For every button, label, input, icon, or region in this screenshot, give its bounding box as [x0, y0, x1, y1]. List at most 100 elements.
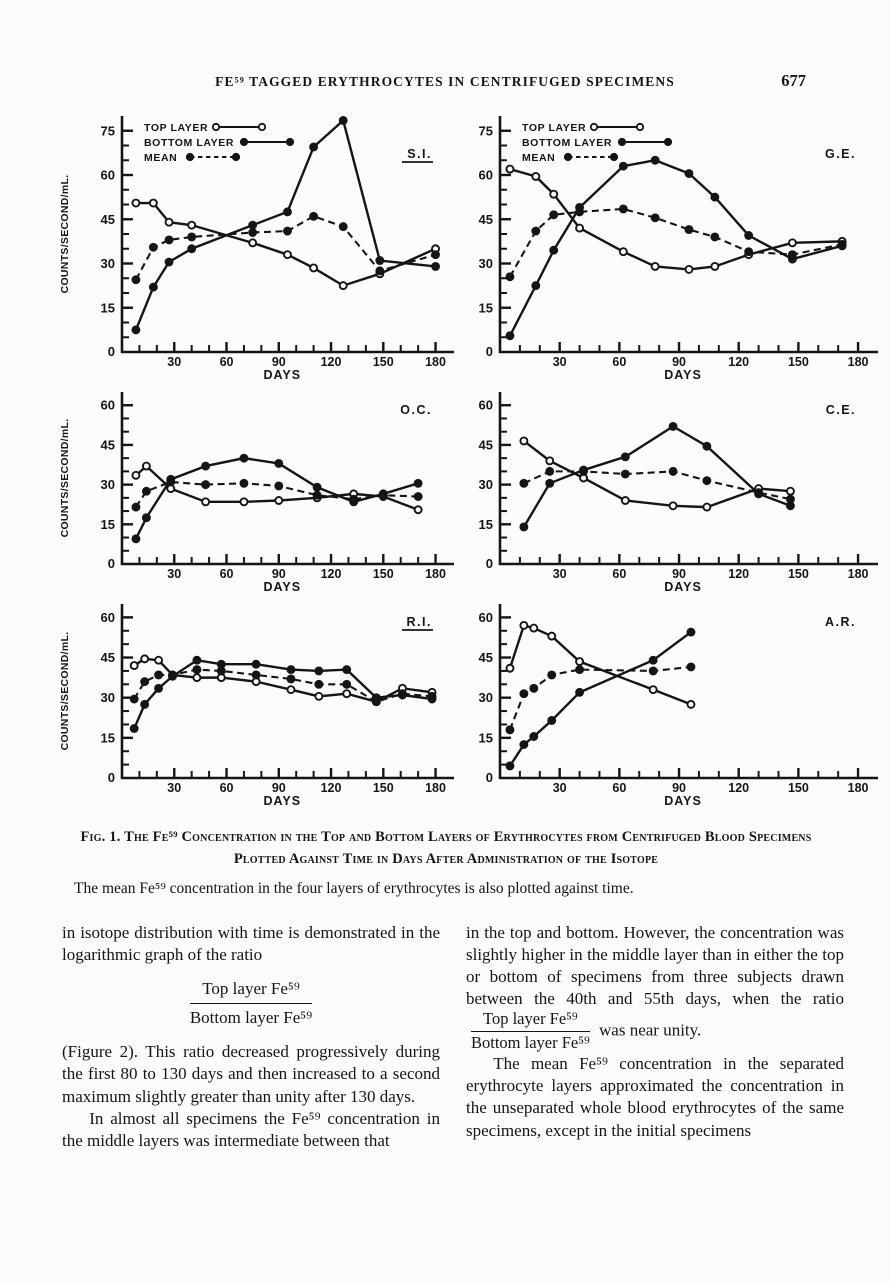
svg-text:120: 120 [728, 781, 749, 795]
paragraph: in isotope distribution with time is dem… [62, 922, 440, 965]
svg-text:30: 30 [101, 256, 115, 271]
paragraph-text: was near unity. [599, 1020, 702, 1040]
svg-text:30: 30 [553, 355, 567, 369]
chart-ce: 0 15 30 45 60 30 60 90 120 150 180 DAYS C.E. [460, 386, 884, 598]
panel-label: S.I. [407, 147, 432, 161]
svg-text:0: 0 [108, 344, 115, 359]
svg-text:0: 0 [486, 770, 493, 785]
svg-text:120: 120 [321, 355, 342, 369]
svg-text:60: 60 [220, 567, 234, 581]
series-bottom-layer [131, 115, 440, 335]
series-bottom-layer [505, 627, 696, 771]
svg-text:30: 30 [167, 781, 181, 795]
panel-label: G.E. [825, 147, 856, 161]
legend-label-mean: MEAN [144, 152, 177, 164]
svg-text:45: 45 [479, 650, 493, 665]
svg-text:0: 0 [108, 556, 115, 571]
panel-label: C.E. [826, 403, 856, 417]
legend-label-top-layer: TOP LAYER [522, 122, 586, 134]
series-top-layer [519, 436, 795, 512]
svg-text:60: 60 [101, 610, 115, 625]
svg-text:120: 120 [321, 567, 342, 581]
svg-text:60: 60 [612, 781, 626, 795]
svg-text:75: 75 [479, 123, 493, 138]
svg-text:60: 60 [101, 168, 115, 183]
chart-ri: 0 15 30 45 60 30 60 90 120 150 180 DAYS COUNTS/SECON… [56, 598, 460, 812]
chart-ce-canvas: 0 15 30 45 60 30 60 90 120 150 180 DAYS C.E. [479, 392, 878, 594]
body-text: in isotope distribution with time is dem… [62, 922, 844, 1152]
svg-text:120: 120 [728, 355, 749, 369]
svg-text:90: 90 [672, 567, 686, 581]
series-bottom-layer [129, 655, 437, 733]
chart-si-canvas: 0 15 30 45 60 75 30 60 90 120 150 180 DAYS COUNTS/SEC… [59, 115, 454, 382]
svg-text:COUNTS/SECOND/mL.: COUNTS/SECOND/mL. [59, 175, 71, 294]
svg-text:30: 30 [479, 256, 493, 271]
svg-text:30: 30 [479, 477, 493, 492]
chart-ge-canvas: 0 15 30 45 60 75 30 60 90 120 150 180 DAYS TOP LAYER B… [479, 116, 878, 382]
panel-label: O.C. [400, 403, 432, 417]
svg-text:75: 75 [101, 123, 115, 138]
series-bottom-layer [505, 155, 847, 341]
svg-text:30: 30 [167, 567, 181, 581]
fraction-denominator: Bottom layer Fe⁵⁹ [189, 1008, 313, 1028]
svg-text:90: 90 [272, 355, 286, 369]
svg-text:60: 60 [612, 567, 626, 581]
svg-text:15: 15 [479, 730, 493, 745]
series-top-layer [505, 620, 696, 709]
svg-text:180: 180 [848, 567, 869, 581]
svg-text:120: 120 [728, 567, 749, 581]
page-number: 677 [781, 71, 806, 90]
paragraph: In almost all specimens the Fe⁵⁹ concent… [62, 1108, 440, 1150]
svg-text:60: 60 [479, 610, 493, 625]
svg-text:150: 150 [788, 355, 809, 369]
series-mean [131, 211, 440, 285]
legend-label-mean: MEAN [522, 152, 555, 164]
svg-text:60: 60 [220, 355, 234, 369]
fraction-denominator: Bottom layer Fe⁵⁹ [471, 1033, 590, 1053]
svg-text:60: 60 [479, 398, 493, 413]
svg-text:45: 45 [101, 650, 115, 665]
svg-text:180: 180 [425, 781, 446, 795]
svg-text:60: 60 [479, 168, 493, 183]
svg-text:180: 180 [425, 355, 446, 369]
legend-label-top-layer: TOP LAYER [144, 122, 208, 134]
svg-text:COUNTS/SECOND/mL.: COUNTS/SECOND/mL. [59, 419, 71, 538]
svg-text:0: 0 [486, 556, 493, 571]
paragraph: (Figure 2). This ratio decreased progres… [62, 1042, 440, 1106]
svg-text:DAYS: DAYS [664, 794, 702, 808]
svg-text:150: 150 [788, 567, 809, 581]
chart-ge: 0 15 30 45 60 75 30 60 90 120 150 180 DAYS TOP LAYER B… [460, 110, 884, 386]
svg-text:30: 30 [479, 690, 493, 705]
svg-text:60: 60 [612, 355, 626, 369]
svg-text:45: 45 [101, 437, 115, 452]
ratio-fraction: Top layer Fe⁵⁹ Bottom layer Fe⁵⁹ [189, 978, 313, 1029]
svg-text:30: 30 [553, 567, 567, 581]
svg-text:30: 30 [101, 690, 115, 705]
svg-text:DAYS: DAYS [664, 580, 702, 594]
series-top-layer [129, 654, 437, 707]
svg-text:120: 120 [321, 781, 342, 795]
svg-text:DAYS: DAYS [664, 368, 702, 382]
chart-oc-canvas: 0 15 30 45 60 30 60 90 120 150 180 DAYS COUNTS/SECON… [59, 392, 454, 594]
series-top-layer [505, 164, 847, 274]
series-mean [505, 204, 847, 282]
series-mean [131, 477, 423, 512]
chart-ar-canvas: 0 15 30 45 60 30 60 90 120 150 180 DAYS A.R. [479, 604, 878, 808]
chart-ri-canvas: 0 15 30 45 60 30 60 90 120 150 180 DAYS COUNTS/SECON… [59, 604, 454, 808]
svg-text:30: 30 [101, 477, 115, 492]
paragraph-text: in the top and bottom. However, the conc… [466, 922, 844, 1009]
ratio-fraction-inline: Top layer Fe⁵⁹ Bottom layer Fe⁵⁹ [471, 1009, 590, 1053]
running-head: FE⁵⁹ TAGGED ERYTHROCYTES IN CENTRIFUGED … [0, 71, 890, 94]
fraction-numerator: Top layer Fe⁵⁹ [189, 978, 313, 1005]
svg-text:15: 15 [101, 517, 115, 532]
series-mean [129, 665, 437, 707]
fraction-numerator: Top layer Fe⁵⁹ [471, 1009, 590, 1033]
svg-text:180: 180 [848, 355, 869, 369]
figure-1-grid: 0 15 30 45 60 75 30 60 90 120 150 180 DAYS COUNTS/SEC… [56, 110, 890, 812]
legend-label-bottom-layer: BOTTOM LAYER [144, 137, 234, 149]
svg-text:90: 90 [672, 781, 686, 795]
svg-text:DAYS: DAYS [263, 368, 301, 382]
svg-text:15: 15 [101, 730, 115, 745]
figure-subcaption: The mean Fe⁵⁹ concentration in the four … [74, 879, 634, 897]
panel-label: A.R. [825, 615, 856, 629]
